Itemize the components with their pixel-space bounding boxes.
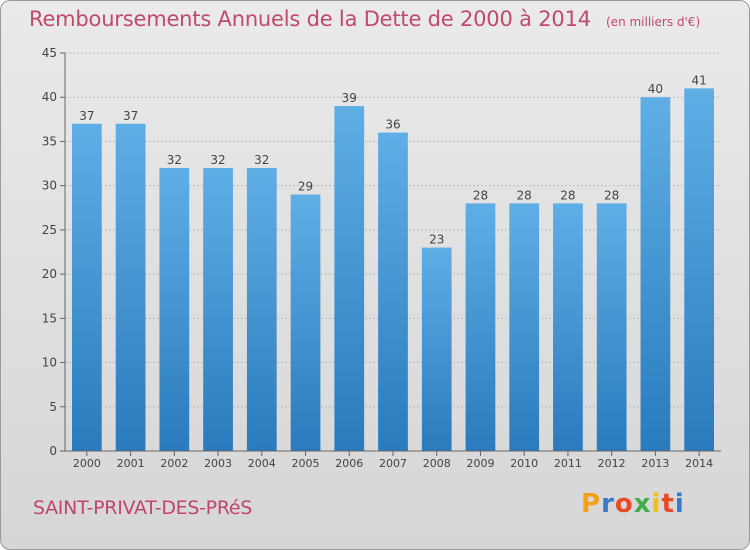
logo-letter: P bbox=[581, 489, 602, 519]
bar-value-label: 28 bbox=[560, 188, 575, 202]
bar bbox=[465, 203, 496, 451]
x-tick-label: 2012 bbox=[598, 457, 626, 470]
proxiti-logo: Proxiti bbox=[581, 489, 685, 519]
bars bbox=[71, 88, 715, 452]
bar bbox=[159, 167, 190, 451]
bar bbox=[378, 132, 408, 451]
x-tick-label: 2011 bbox=[554, 457, 582, 470]
chart-title: Remboursements Annuels de la Dette de 20… bbox=[29, 7, 591, 31]
bar-value-label: 40 bbox=[648, 82, 663, 96]
y-tick-label: 25 bbox=[42, 223, 57, 237]
axes: 0 5 10 15 20 25 30 35 40 45 2000 2001 2002 2003 2004 20… bbox=[42, 46, 721, 470]
y-tick-label: 10 bbox=[42, 356, 57, 370]
bar-value-label: 29 bbox=[298, 180, 313, 194]
bar bbox=[290, 194, 321, 451]
y-tick-label: 35 bbox=[42, 134, 57, 148]
x-tick-label: 2013 bbox=[641, 457, 669, 470]
bar bbox=[509, 203, 540, 451]
x-tick-label: 2008 bbox=[423, 457, 451, 470]
x-tick-label: 2002 bbox=[160, 457, 188, 470]
bar bbox=[203, 167, 233, 451]
bar-value-label: 32 bbox=[210, 153, 225, 167]
bar-value-label: 28 bbox=[604, 188, 619, 202]
title-row: Remboursements Annuels de la Dette de 20… bbox=[29, 7, 700, 31]
bar-value-label: 23 bbox=[429, 233, 444, 247]
bar-value-label: 36 bbox=[385, 118, 400, 132]
x-tick-label: 2010 bbox=[510, 457, 538, 470]
x-tick-label: 2005 bbox=[292, 457, 320, 470]
bar-value-label: 28 bbox=[517, 188, 532, 202]
logo-letter: t bbox=[661, 489, 675, 519]
x-tick-label: 2003 bbox=[204, 457, 232, 470]
commune-name: SAINT-PRIVAT-DES-PRéS bbox=[33, 497, 253, 519]
x-tick-label: 2004 bbox=[248, 457, 276, 470]
logo-letter: o bbox=[614, 489, 634, 519]
x-tick-label: 2009 bbox=[466, 457, 494, 470]
x-tick-label: 2014 bbox=[685, 457, 713, 470]
logo-letter: i bbox=[651, 489, 662, 519]
bar bbox=[246, 167, 277, 451]
bar-value-label: 39 bbox=[342, 91, 357, 105]
logo-letter: i bbox=[674, 489, 685, 519]
y-tick-label: 30 bbox=[42, 179, 57, 193]
y-tick-label: 45 bbox=[42, 46, 57, 60]
chart-unit: (en milliers d'€) bbox=[606, 15, 701, 29]
bar-value-label: 37 bbox=[123, 109, 138, 123]
y-tick-label: 0 bbox=[49, 444, 57, 458]
bar bbox=[640, 97, 671, 451]
x-tick-label: 2001 bbox=[117, 457, 145, 470]
bar bbox=[421, 247, 452, 451]
bar-value-label: 28 bbox=[473, 188, 488, 202]
logo-letter: x bbox=[633, 489, 652, 519]
bar bbox=[684, 88, 715, 451]
bar-value-label: 37 bbox=[79, 109, 94, 123]
bar bbox=[553, 203, 583, 451]
bar bbox=[596, 203, 627, 451]
logo-letter: r bbox=[601, 489, 615, 519]
bar bbox=[115, 123, 146, 451]
bar bbox=[334, 106, 365, 452]
x-tick-label: 2007 bbox=[379, 457, 407, 470]
x-tick-label: 2006 bbox=[335, 457, 363, 470]
bar-value-label: 32 bbox=[167, 153, 182, 167]
bar-value-label: 41 bbox=[691, 73, 706, 87]
data-labels: 37 37 32 32 32 29 39 36 23 28 28 28 28 40 41 bbox=[79, 73, 707, 246]
y-tick-label: 5 bbox=[49, 400, 57, 414]
bar bbox=[71, 123, 102, 451]
y-tick-label: 20 bbox=[42, 267, 57, 281]
x-tick-label: 2000 bbox=[73, 457, 101, 470]
bar-value-label: 32 bbox=[254, 153, 269, 167]
y-tick-label: 40 bbox=[42, 90, 57, 104]
y-tick-label: 15 bbox=[42, 311, 57, 325]
